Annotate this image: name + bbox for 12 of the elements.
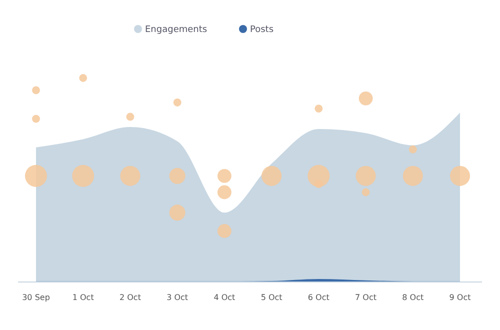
x-tick-label: 2 Oct: [119, 293, 141, 302]
x-tick-label: 8 Oct: [402, 293, 424, 302]
legend-label: Posts: [250, 25, 274, 35]
x-tick-label: 9 Oct: [449, 293, 471, 302]
x-tick-label: 6 Oct: [308, 293, 330, 302]
x-tick-label: 1 Oct: [72, 293, 94, 302]
x-tick-label: 7 Oct: [355, 293, 377, 302]
x-tick-label: 5 Oct: [260, 293, 282, 302]
legend-label: Engagements: [145, 25, 208, 35]
x-tick-label: 3 Oct: [166, 293, 188, 302]
x-tick-label: 30 Sep: [22, 293, 50, 302]
x-tick-label: 4 Oct: [214, 293, 236, 302]
